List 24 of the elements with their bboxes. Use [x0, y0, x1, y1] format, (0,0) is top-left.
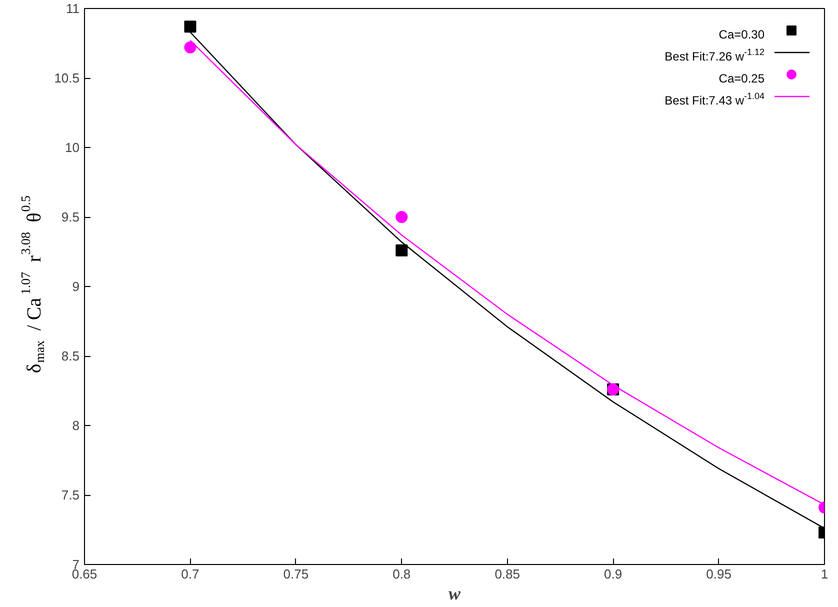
x-tick-label: 0.7 [181, 566, 200, 582]
x-tick-label: 0.85 [494, 566, 520, 582]
x-tick-label: 0.65 [72, 566, 98, 582]
x-axis-title: w [448, 584, 462, 604]
x-tick-label: 0.75 [283, 566, 309, 582]
point [396, 244, 408, 256]
y-tick-label: 11 [66, 1, 80, 16]
y-axis-title: δmax / Ca1.07 r3.08 θ0.5 [18, 195, 47, 374]
y-tick-label: 9.5 [61, 210, 80, 224]
x-tick-label: 0.8 [392, 566, 411, 582]
y-tick-label: 9 [72, 279, 80, 294]
legend-label: Ca=0.30 [718, 28, 765, 42]
x-tick-label: 0.95 [706, 566, 732, 582]
y-tick-label: 8.5 [61, 348, 80, 364]
x-tick-label: 0.9 [604, 566, 622, 582]
point [184, 20, 196, 33]
point [396, 211, 408, 223]
y-tick-label: 7.5 [61, 488, 80, 502]
y-tick-label: 8 [72, 418, 80, 433]
point [184, 41, 196, 54]
y-tick-label: 10 [65, 140, 80, 155]
y-tick-label: 10.5 [54, 70, 80, 86]
x-tick-label: 1 [820, 566, 828, 582]
legend-label: Ca=0.25 [718, 72, 765, 86]
